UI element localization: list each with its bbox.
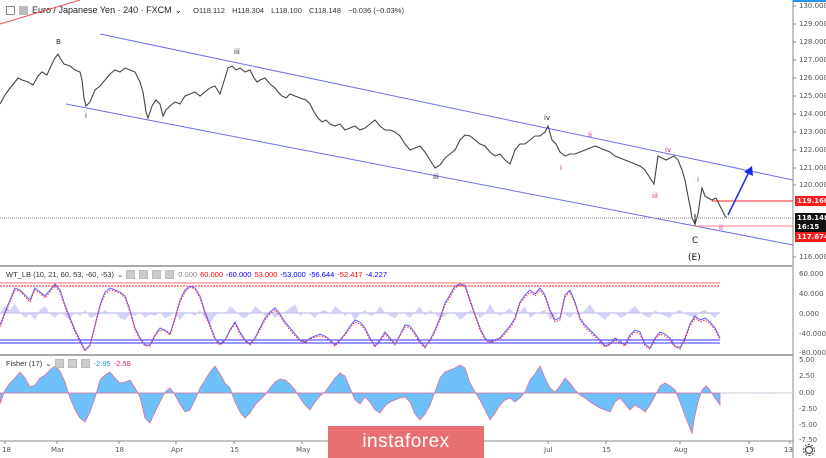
settings-icon[interactable]: [67, 359, 77, 368]
time-label: 18: [115, 446, 124, 454]
price-tick: 128.000: [799, 38, 826, 46]
price-tick: 129.000: [799, 20, 826, 28]
source-icon[interactable]: [152, 270, 162, 279]
wt-value: 0.000: [178, 270, 198, 279]
fisher-tick: 2.50: [799, 372, 815, 380]
symbol-title[interactable]: Euro / Japanese Yen · 240 · FXCM: [32, 5, 172, 15]
wt-indicator-header: WT_LB (10, 21, 60, 53, -60, -53) ⌄ 0.000…: [0, 270, 387, 279]
close-value: C118.148: [308, 5, 341, 15]
wt-value: -52.417: [337, 270, 363, 279]
wt-tick: 0.000: [799, 310, 820, 318]
close-icon[interactable]: [165, 270, 175, 279]
wave-label: iv: [544, 114, 551, 122]
fisher-tick: 0.00: [799, 389, 815, 397]
countdown-tag: 16:15: [795, 222, 826, 232]
upper-level-tag: 119.160: [795, 196, 826, 206]
price-tick: 122.000: [799, 146, 826, 154]
wave-label: iii: [652, 192, 658, 200]
wave-label: ii: [588, 131, 592, 139]
wt-value: -56.644: [308, 270, 335, 279]
low-value: L118.100: [271, 5, 302, 15]
wt-value: 53.000: [254, 270, 278, 279]
lower-level-tag: 117.674: [795, 232, 826, 242]
time-label: Jul: [544, 446, 553, 454]
wt-tick: 60.000: [799, 270, 824, 278]
wt-tick: -80.000: [799, 349, 826, 357]
time-label: 13: [784, 446, 793, 454]
price-tick: 116.000: [799, 253, 826, 261]
wt-value: -60.000: [226, 270, 252, 279]
fisher-value: -2.95: [93, 359, 111, 368]
price-tick: 121.000: [799, 164, 826, 172]
wt-title[interactable]: WT_LB (10, 21, 60, 53, -60, -53): [6, 270, 114, 279]
wt-tick: 40.000: [799, 290, 824, 298]
close-icon[interactable]: [80, 359, 90, 368]
time-label: May: [296, 446, 311, 454]
time-label: 19: [745, 446, 754, 454]
settings-icon[interactable]: [139, 270, 149, 279]
wave-label: iii: [433, 173, 439, 181]
price-tick: 127.000: [799, 56, 826, 64]
symbol-color-icon: [19, 5, 28, 15]
fisher-indicator-header: Fisher (17) ⌄ -2.95 -2.58: [0, 359, 131, 368]
instaforex-watermark: instaforex: [328, 426, 484, 458]
gear-icon[interactable]: [803, 444, 815, 456]
wave-label: i: [85, 112, 87, 120]
fisher-tick: -7.50: [799, 436, 818, 444]
chevron-down-icon[interactable]: ⌄: [174, 4, 183, 15]
chevron-down-icon[interactable]: ⌄: [45, 359, 52, 368]
wave-label: i: [697, 176, 699, 184]
time-label: Aug: [674, 446, 688, 454]
wt-value: 60.000: [200, 270, 224, 279]
price-tick: 120.000: [799, 181, 826, 189]
open-value: O118.112: [193, 5, 225, 15]
time-label: Mar: [51, 446, 65, 454]
wave-label: (E): [688, 253, 701, 263]
wt-tick: -40.000: [799, 330, 826, 338]
price-tick: 123.000: [799, 128, 826, 136]
last-price-tag: 118.148: [795, 213, 826, 223]
ohlc-values: O118.112 H118.304 L118.100 C118.148 −0.0…: [193, 6, 409, 15]
chart-header: Euro / Japanese Yen · 240 · FXCM ⌄ O118.…: [0, 0, 409, 20]
price-tick: 124.000: [799, 110, 826, 118]
time-label: Apr: [171, 446, 184, 454]
fisher-value: -2.58: [113, 359, 131, 368]
chevron-down-icon[interactable]: ⌄: [116, 270, 124, 279]
high-value: H118.304: [232, 5, 265, 15]
price-tick: 130.000: [799, 2, 826, 10]
wt-value: -4.227: [365, 270, 387, 279]
change-value: −0.036 (−0.03%): [348, 5, 404, 15]
fisher-title[interactable]: Fisher (17): [6, 359, 43, 368]
wave-label: ii: [719, 224, 723, 232]
eye-icon[interactable]: [54, 359, 64, 368]
wave-label: iii: [234, 48, 240, 56]
wt-value: -53.000: [280, 270, 306, 279]
wave-label: B: [56, 38, 61, 46]
time-label: 15: [602, 446, 611, 454]
price-tick: 126.000: [799, 74, 826, 82]
collapse-icon[interactable]: [6, 5, 15, 15]
wave-label: C: [692, 236, 699, 246]
eye-icon[interactable]: [126, 270, 136, 279]
wave-label: i: [560, 164, 562, 172]
fisher-tick: -5.00: [799, 421, 818, 429]
time-label: 18: [2, 446, 11, 454]
wave-label: iv: [665, 146, 672, 154]
fisher-tick: -2.50: [799, 405, 818, 413]
time-label: 15: [230, 446, 239, 454]
price-tick: 125.000: [799, 92, 826, 100]
fisher-tick: 5.00: [799, 356, 815, 364]
